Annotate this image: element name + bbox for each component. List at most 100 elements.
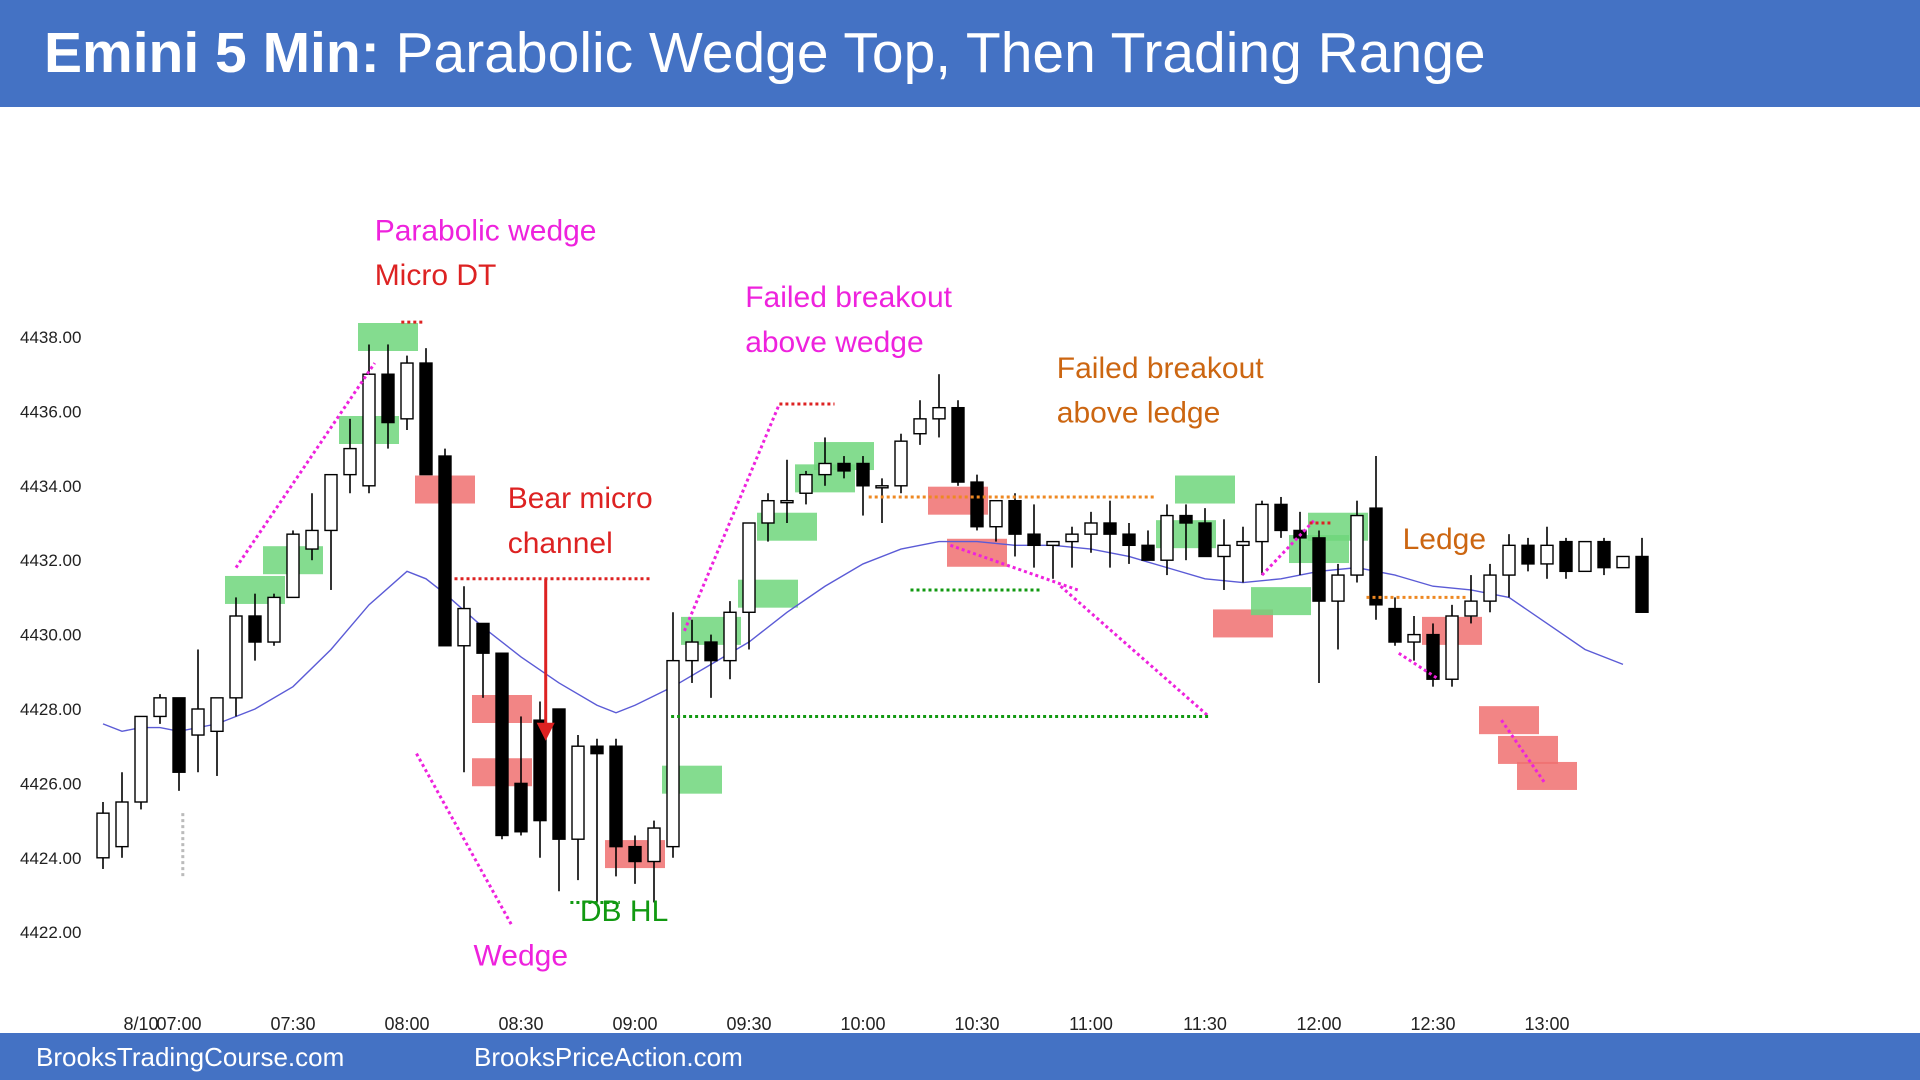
candle-body [1160, 514, 1174, 561]
annotations: Parabolic wedge Micro DT Bear micro channel… [375, 214, 1486, 972]
candle-body [1084, 522, 1098, 535]
annotation-label: Failed breakout [745, 281, 952, 314]
candle-body [666, 659, 680, 848]
annotation-label: above ledge [1057, 397, 1220, 430]
x-tick-label: 13:00 [1524, 1014, 1569, 1033]
candle-body [1331, 574, 1345, 602]
annotation-label: Parabolic wedge [375, 214, 597, 247]
y-axis: 4438.00 4436.00 4434.00 4432.00 4430.00 4428.… [20, 328, 81, 942]
candle-body [134, 715, 148, 803]
annotation-line [234, 362, 376, 569]
candle-body [894, 440, 908, 487]
candle-body [476, 622, 490, 654]
candle-body [115, 801, 129, 848]
annotation-label: Micro DT [375, 259, 497, 292]
footer-bar: BrooksTradingCourse.com BrooksPriceActio… [0, 1033, 1920, 1080]
candle-body [172, 697, 186, 773]
y-tick-label: 4436.00 [20, 402, 81, 421]
candles [96, 344, 1649, 903]
candle-body [1236, 540, 1250, 547]
annotation-label: DB HL [580, 895, 668, 928]
candle-body [457, 607, 471, 647]
footer-link-course[interactable]: BrooksTradingCourse.com [36, 1042, 345, 1072]
candle-body [1635, 555, 1649, 613]
candle-body [628, 845, 642, 863]
candle-body [875, 485, 889, 489]
candle-body [590, 745, 604, 755]
candle-body [989, 499, 1003, 528]
x-tick-label: 10:00 [840, 1014, 885, 1033]
candle-body [1179, 514, 1193, 524]
x-tick-label: 8/10 [123, 1014, 158, 1033]
annotation-line [949, 543, 1079, 592]
candle-body [1407, 633, 1421, 643]
candle-body [514, 782, 528, 833]
y-tick-label: 4434.00 [20, 477, 81, 496]
footer-link-priceaction[interactable]: BrooksPriceAction.com [474, 1042, 743, 1072]
y-tick-label: 4438.00 [20, 328, 81, 347]
sell-signal-box [1498, 735, 1558, 764]
annotation-line [1260, 518, 1317, 577]
x-tick-label: 07:30 [270, 1014, 315, 1033]
candle-body [552, 708, 566, 840]
candle-body [1103, 522, 1117, 535]
title-bar: Emini 5 Min: Parabolic Wedge Top, Then T… [0, 0, 1920, 107]
x-tick-label: 08:00 [384, 1014, 429, 1033]
x-tick-label: 11:30 [1183, 1014, 1227, 1033]
candle-body [324, 473, 338, 532]
candle-body [1559, 540, 1573, 573]
candle-body [343, 447, 357, 476]
title-rest: Parabolic Wedge Top, Then Trading Range [379, 21, 1486, 85]
candle-body [818, 462, 832, 476]
annotation-label: channel [508, 527, 613, 560]
candle-body [1502, 544, 1516, 576]
candle-body [1521, 544, 1535, 565]
candle-body [1578, 540, 1592, 573]
candle-body [1008, 499, 1022, 535]
y-tick-label: 4424.00 [20, 849, 81, 868]
sell-signal-box [1517, 761, 1577, 790]
candle-body [1065, 533, 1079, 543]
x-tick-label: 12:30 [1410, 1014, 1455, 1033]
annotation-label: Ledge [1403, 523, 1486, 556]
candle-body [153, 697, 167, 718]
buy-signal-box [1175, 475, 1235, 504]
ema-line [102, 540, 1624, 733]
candle-body [970, 481, 984, 528]
annotation-label: Wedge [474, 940, 569, 973]
candle-body [1198, 522, 1212, 558]
annotation-label: Bear micro [508, 482, 653, 515]
buy-signal-box [1251, 587, 1311, 616]
candle-body [400, 362, 414, 420]
candle-body [780, 499, 794, 504]
annotation-line [1397, 651, 1440, 681]
candle-body [1312, 537, 1326, 602]
y-tick-label: 4432.00 [20, 551, 81, 570]
x-tick-label: 09:30 [726, 1014, 771, 1033]
candle-body [362, 373, 376, 487]
candle-body [191, 708, 205, 736]
annotation-line [1059, 585, 1210, 718]
candle-body [286, 533, 300, 599]
candle-body [1445, 615, 1459, 680]
x-tick-label: 12:00 [1296, 1014, 1341, 1033]
candle-body [419, 362, 433, 476]
candle-body [248, 615, 262, 643]
candle-body [1274, 503, 1288, 532]
candle-body [305, 529, 319, 550]
candle-body [381, 373, 395, 424]
x-tick-label: 11:00 [1069, 1014, 1113, 1033]
candle-body [1122, 533, 1136, 547]
candle-body [533, 719, 547, 822]
candle-body [1597, 540, 1611, 569]
candle-body [438, 455, 452, 647]
candlestick-chart: 4438.00 4436.00 4434.00 4432.00 4430.00 4428.… [20, 214, 1649, 1033]
candle-body [1388, 607, 1402, 643]
x-tick-label: 08:30 [498, 1014, 543, 1033]
candle-body [210, 697, 224, 733]
candle-body [609, 745, 623, 848]
candle-body [742, 522, 756, 613]
y-tick-label: 4422.00 [20, 923, 81, 942]
annotation-line [683, 403, 781, 632]
